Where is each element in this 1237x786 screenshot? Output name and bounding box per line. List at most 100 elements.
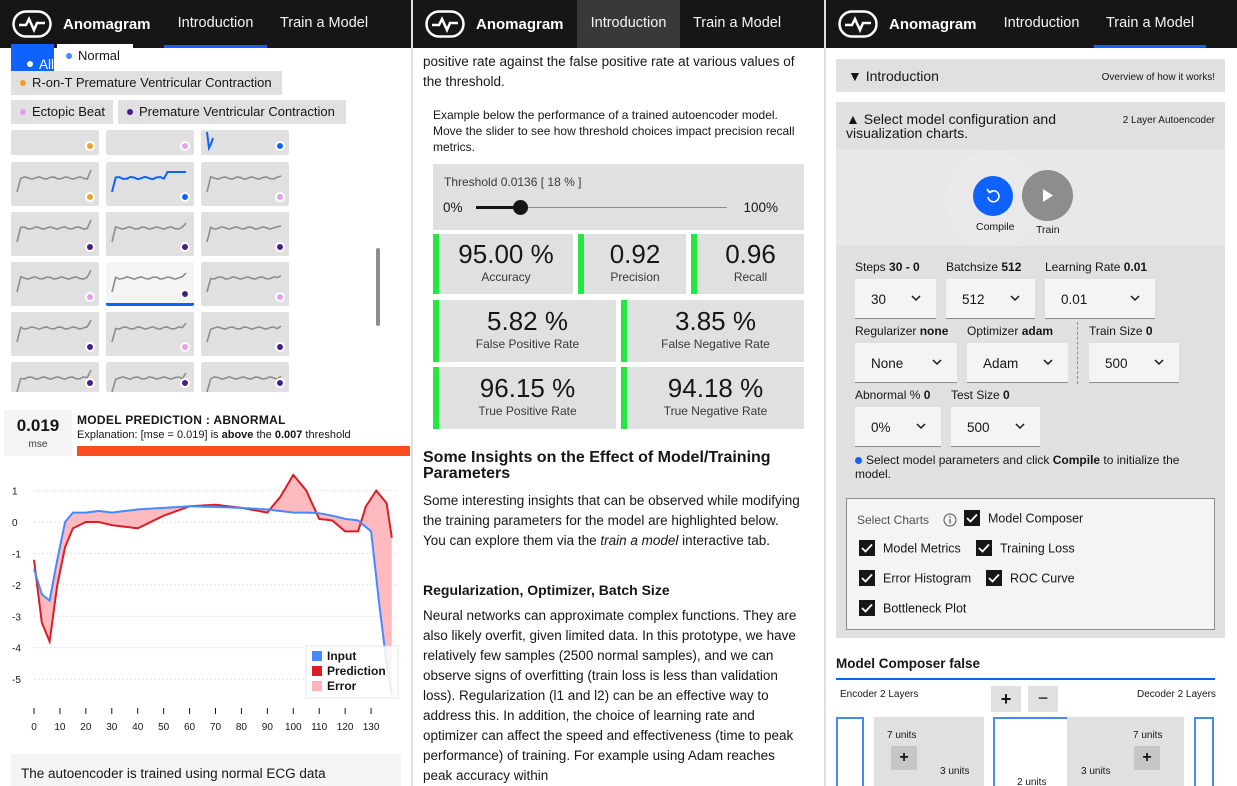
tab-train-a-model[interactable]: Train a Model bbox=[279, 15, 369, 31]
panel-divider bbox=[824, 0, 826, 786]
class-dot-icon bbox=[275, 292, 285, 302]
class-dot-icon bbox=[85, 192, 95, 202]
ecg-thumbnail[interactable] bbox=[106, 362, 194, 393]
batchsize-select[interactable]: 512 bbox=[946, 279, 1035, 319]
filter-chip-r-on-t[interactable]: R-on-T Premature Ventricular Contraction bbox=[11, 71, 282, 95]
checkbox-label: ROC Curve bbox=[1010, 571, 1075, 586]
add-layer-button[interactable]: + bbox=[991, 686, 1021, 712]
model-composer-title: Model Composer false bbox=[836, 656, 981, 671]
x-tick-label: 10 bbox=[54, 722, 66, 733]
hint-text: to initialize the model. bbox=[855, 453, 1180, 481]
compile-hint: Select model parameters and click Compil… bbox=[855, 453, 1205, 481]
legend-label: Prediction bbox=[327, 664, 386, 678]
ecg-thumbnail[interactable] bbox=[201, 162, 289, 206]
composer-underline bbox=[836, 678, 1215, 680]
chevron-down-icon bbox=[1010, 295, 1020, 302]
ecg-thumbnail[interactable] bbox=[106, 130, 194, 155]
optimizer-select[interactable]: Adam bbox=[967, 343, 1068, 383]
train-size-select[interactable]: 500 bbox=[1089, 343, 1179, 383]
thumbnail-scrollbar[interactable] bbox=[376, 248, 380, 326]
select-value: Adam bbox=[983, 356, 1019, 371]
checkbox-error-histogram[interactable]: Error Histogram bbox=[859, 570, 971, 587]
remove-layer-button[interactable]: − bbox=[1028, 686, 1058, 712]
ecg-thumbnail[interactable] bbox=[11, 262, 99, 306]
add-units-button[interactable]: + bbox=[891, 746, 917, 770]
ecg-thumbnail[interactable] bbox=[106, 262, 194, 306]
ecg-thumbnail[interactable] bbox=[11, 212, 99, 256]
abnormal-select[interactable]: 0% bbox=[855, 407, 941, 447]
metric-value: 95.00 % bbox=[458, 239, 554, 269]
ecg-thumbnail[interactable] bbox=[11, 130, 99, 155]
ecg-thumbnail[interactable] bbox=[201, 312, 289, 356]
learning-rate-select[interactable]: 0.01 bbox=[1045, 279, 1155, 319]
anomagram-logo-icon bbox=[12, 10, 52, 38]
tab-train-a-model[interactable]: Train a Model bbox=[692, 15, 782, 31]
chip-label: Ectopic Beat bbox=[32, 104, 105, 119]
field-separator bbox=[1077, 322, 1078, 384]
ecg-thumbnail[interactable] bbox=[11, 312, 99, 356]
ecg-thumbnail[interactable] bbox=[106, 162, 194, 206]
add-units-button[interactable]: + bbox=[1134, 746, 1160, 770]
introduction-accordion[interactable]: ▼ Introduction Overview of how it works! bbox=[836, 59, 1225, 92]
ecg-thumbnail[interactable] bbox=[11, 362, 99, 393]
para-text: Some interesting insights that can be ob… bbox=[423, 493, 800, 548]
encoder-layer-1: 7 units + 3 units bbox=[874, 717, 984, 786]
ecg-thumbnail[interactable] bbox=[201, 130, 289, 155]
train-a-model-link[interactable]: train a model bbox=[600, 533, 679, 548]
legend-swatch bbox=[312, 681, 322, 691]
slider-track[interactable] bbox=[476, 207, 727, 208]
brand-name[interactable]: Anomagram bbox=[476, 16, 564, 33]
steps-select[interactable]: 30 bbox=[855, 279, 936, 319]
metric-value: 3.85 % bbox=[675, 306, 756, 336]
checkbox-label: Model Composer bbox=[988, 511, 1084, 526]
checkbox-model-metrics[interactable]: Model Metrics bbox=[859, 540, 961, 557]
label-bold: 0 bbox=[1003, 388, 1010, 402]
ecg-sparkline bbox=[111, 171, 186, 193]
tab-train-a-model[interactable]: Train a Model bbox=[1094, 0, 1206, 48]
tab-introduction[interactable]: Introduction bbox=[164, 0, 267, 48]
ecg-sparkline bbox=[206, 325, 282, 343]
data-explorer-panel: Anomagram Introduction Train a Model All… bbox=[0, 0, 411, 786]
x-tick-label: 130 bbox=[363, 722, 380, 733]
checkbox-model-composer[interactable]: Model Composer bbox=[964, 510, 1084, 527]
checkbox-roc-curve[interactable]: ROC Curve bbox=[986, 570, 1075, 587]
tab-introduction[interactable]: Introduction bbox=[1003, 15, 1080, 31]
tab-introduction[interactable]: Introduction bbox=[577, 0, 680, 48]
label-bold: 0.01 bbox=[1123, 260, 1148, 274]
ecg-sparkline bbox=[16, 319, 92, 343]
filter-chip-ectopic-beat[interactable]: Ectopic Beat bbox=[11, 100, 113, 124]
ecg-thumbnail[interactable] bbox=[201, 362, 289, 393]
slider-min-label: 0% bbox=[443, 200, 463, 215]
brand-name[interactable]: Anomagram bbox=[63, 16, 151, 33]
label-text: Abnormal % bbox=[855, 388, 921, 402]
ecg-thumbnail[interactable] bbox=[201, 262, 289, 306]
accordion-title[interactable]: ▲ Select model configuration and visuali… bbox=[846, 111, 1056, 141]
top-nav: Anomagram Introduction Train a Model bbox=[0, 0, 411, 48]
brand-name[interactable]: Anomagram bbox=[889, 16, 977, 33]
ecg-sparkline bbox=[206, 131, 214, 152]
exp-text: Explanation: [mse = 0.019] is bbox=[77, 429, 222, 441]
ecg-thumbnail[interactable] bbox=[106, 312, 194, 356]
slider-handle[interactable] bbox=[513, 200, 528, 215]
ecg-thumbnail[interactable] bbox=[106, 212, 194, 256]
input-line bbox=[33, 505, 393, 696]
info-icon[interactable] bbox=[943, 513, 957, 527]
checkbox-bottleneck-plot[interactable]: Bottleneck Plot bbox=[859, 600, 966, 617]
select-charts-label: Select Charts bbox=[857, 513, 930, 527]
ecg-thumbnail[interactable] bbox=[201, 212, 289, 256]
select-value: 0.01 bbox=[1061, 292, 1088, 307]
filter-chip-pvc[interactable]: Premature Ventricular Contraction bbox=[118, 100, 346, 124]
test-size-select[interactable]: 500 bbox=[951, 407, 1040, 447]
filter-chip-normal[interactable]: Normal bbox=[57, 44, 133, 68]
hint-text: Select model parameters and click bbox=[866, 453, 1053, 467]
label-text: Optimizer bbox=[967, 324, 1019, 338]
ecg-thumbnail[interactable] bbox=[11, 162, 99, 206]
train-button[interactable] bbox=[1022, 170, 1073, 221]
metric-label: False Positive Rate bbox=[475, 337, 580, 351]
info-dot-icon bbox=[855, 457, 862, 464]
batchsize-label: Batchsize 512 bbox=[946, 260, 1021, 274]
regularizer-select[interactable]: None bbox=[855, 343, 957, 383]
compile-button[interactable] bbox=[973, 176, 1013, 216]
checkbox-training-loss[interactable]: Training Loss bbox=[976, 540, 1075, 557]
dot-icon bbox=[66, 52, 72, 59]
